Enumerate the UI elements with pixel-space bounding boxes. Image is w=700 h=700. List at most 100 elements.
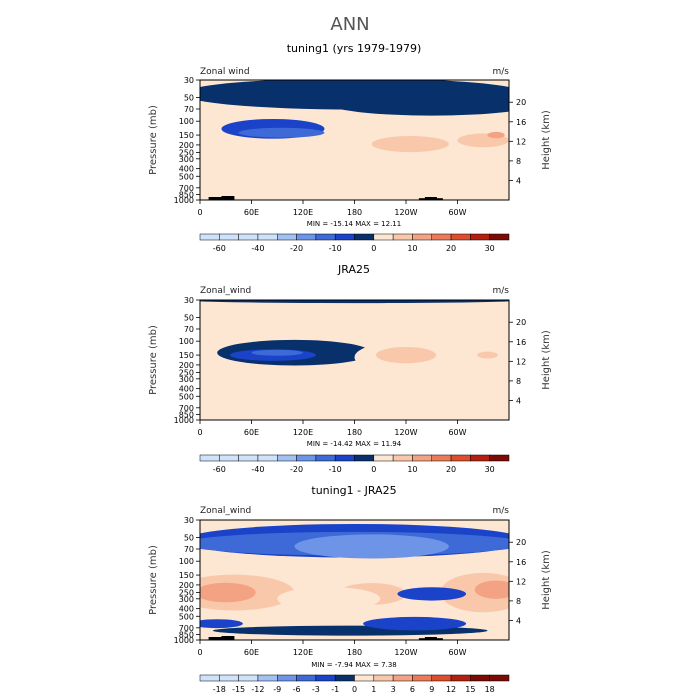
colorbar-label: -9 — [273, 685, 281, 694]
height-tick-label: 4 — [516, 396, 521, 405]
colorbar-label: 0 — [371, 244, 376, 253]
colorbar-bin — [334, 674, 355, 682]
colorbar-bin — [412, 674, 432, 682]
colorbar-bin — [412, 454, 432, 462]
x-tick-label: 180 — [347, 428, 362, 437]
contour-region-5 — [375, 346, 437, 364]
colorbar-bin — [489, 233, 510, 241]
colorbar-label: 9 — [429, 685, 434, 694]
colorbar-bin — [392, 674, 413, 682]
colorbar-bin — [334, 233, 355, 241]
pressure-tick-label: 150 — [179, 571, 194, 580]
colorbar-bin — [431, 233, 452, 241]
pressure-tick-label: 400 — [179, 165, 194, 174]
page-title: ANN — [330, 14, 369, 35]
topography-mask-0 — [208, 637, 235, 640]
topography-mask-3 — [424, 197, 437, 200]
contour-region-14 — [397, 587, 467, 601]
colorbar-bin — [238, 233, 259, 241]
pressure-tick-label: 30 — [184, 76, 194, 85]
colorbar: -18 -15 -12 -9 -6 -3 -1 0 1 3 6 9 12 15 18 — [199, 674, 510, 694]
x-tick-label: 0 — [197, 428, 202, 437]
colorbar-label: -3 — [312, 685, 320, 694]
colorbar-bin — [277, 674, 297, 682]
pressure-tick-label: 150 — [179, 131, 194, 140]
pressure-tick-label: 1000 — [174, 636, 194, 645]
pressure-tick-label: 200 — [179, 141, 194, 150]
pressure-tick-label: 500 — [179, 172, 194, 181]
pressure-tick-label: 30 — [184, 296, 194, 305]
min-max-stats: MIN = -14.42 MAX = 11.94 — [307, 440, 402, 448]
colorbar-bin — [277, 233, 297, 241]
colorbar-bin — [412, 233, 432, 241]
pressure-tick-label: 100 — [179, 337, 194, 346]
contour-region-3 — [251, 349, 303, 356]
units-label: m/s — [493, 67, 510, 77]
colorbar-bin — [315, 674, 336, 682]
pressure-tick-label: 500 — [179, 392, 194, 401]
contour-plot: 0 60E 120E 180 120W 60W3050701001502002503004… — [148, 296, 552, 437]
colorbar-label: 15 — [465, 685, 475, 694]
y2-axis-label: Height (km) — [541, 330, 552, 390]
x-tick-label: 60W — [448, 208, 466, 217]
units-label: m/s — [493, 286, 510, 296]
colorbar-label: -10 — [329, 465, 342, 474]
pressure-tick-label: 400 — [179, 385, 194, 394]
colorbar-bin — [199, 454, 220, 462]
colorbar-bin — [431, 454, 452, 462]
colorbar-label: -6 — [293, 685, 301, 694]
colorbar-label: -18 — [213, 685, 226, 694]
pressure-tick-label: 700 — [179, 184, 194, 193]
colorbar-label: 6 — [410, 685, 415, 694]
colorbar-label: 10 — [407, 465, 417, 474]
colorbar-bin — [470, 233, 490, 241]
y-axis-label: Pressure (mb) — [148, 105, 159, 175]
topography-mask-0 — [208, 197, 235, 200]
height-tick-label: 16 — [516, 558, 526, 567]
colorbar-label: 30 — [485, 244, 495, 253]
colorbar-label: 1 — [371, 685, 376, 694]
colorbar-bin — [373, 674, 394, 682]
pressure-tick-label: 200 — [179, 581, 194, 590]
colorbar-bin — [489, 454, 510, 462]
contour-region-8 — [200, 308, 509, 339]
panel-title: JRA25 — [337, 263, 370, 276]
contour-region-7 — [477, 351, 498, 359]
colorbar-bin — [450, 674, 471, 682]
colorbar-label: -20 — [290, 465, 303, 474]
colorbar-label: 0 — [352, 685, 357, 694]
height-tick-label: 4 — [516, 176, 521, 185]
x-tick-label: 60E — [244, 648, 259, 657]
colorbar-label: 12 — [446, 685, 456, 694]
height-tick-label: 16 — [516, 338, 526, 347]
colorbar-bin — [238, 674, 259, 682]
contour-region-6 — [371, 136, 449, 153]
contour-region-8 — [474, 580, 509, 599]
colorbar-label: -10 — [329, 244, 342, 253]
pressure-tick-label: 250 — [179, 149, 194, 158]
colorbar-bin — [219, 233, 239, 241]
min-max-stats: MIN = -15.14 MAX = 12.11 — [307, 220, 401, 228]
pressure-tick-label: 250 — [179, 369, 194, 378]
colorbar-bin — [199, 674, 220, 682]
colorbar-bin — [277, 454, 297, 462]
x-tick-label: 180 — [347, 648, 362, 657]
x-tick-label: 120E — [293, 648, 313, 657]
min-max-stats: MIN = -7.94 MAX = 7.38 — [311, 661, 397, 669]
colorbar-bin — [219, 454, 239, 462]
x-tick-label: 60W — [448, 648, 466, 657]
pressure-tick-label: 850 — [179, 190, 194, 199]
field — [200, 520, 509, 640]
topography-mask-3 — [424, 637, 437, 640]
panel-title: tuning1 - JRA25 — [311, 484, 396, 497]
colorbar-bin — [450, 454, 471, 462]
y-axis-label: Pressure (mb) — [148, 545, 159, 615]
x-tick-label: 120E — [293, 208, 313, 217]
y-axis-label: Pressure (mb) — [148, 325, 159, 395]
x-tick-label: 120W — [394, 428, 417, 437]
contour-region-10 — [200, 300, 509, 304]
panel-3: tuning1 - JRA25 Zonal_wind m/s 0 60E 120E 1… — [148, 484, 552, 694]
units-label: m/s — [493, 506, 510, 516]
height-tick-label: 12 — [516, 137, 526, 146]
colorbar-label: -60 — [213, 244, 226, 253]
